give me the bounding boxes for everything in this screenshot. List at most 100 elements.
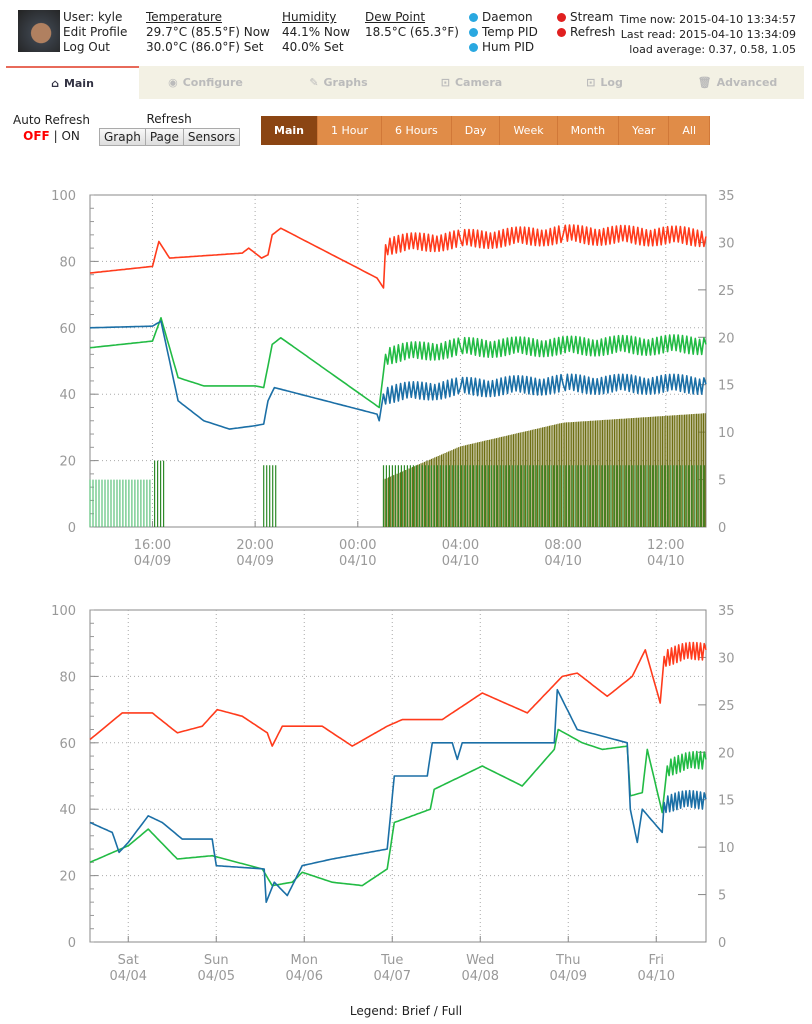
refresh-page-button[interactable]: Page [144, 128, 184, 146]
x-tick-label: 04:00 [442, 538, 479, 553]
y-tick-label-right: 20 [718, 746, 735, 761]
humidity-set: 40.0% Set [282, 40, 344, 54]
y-tick-label-left: 80 [59, 255, 76, 270]
x-tick-label: Fri [649, 953, 665, 968]
tab-log[interactable]: ⊡ Log [586, 76, 623, 89]
x-tick-label-date: 04/10 [647, 554, 684, 569]
y-tick-label-right: 5 [718, 474, 726, 489]
y-tick-label-right: 10 [718, 426, 735, 441]
edit-profile-link[interactable]: Edit Profile [63, 25, 128, 39]
trash-icon: 🗑 [697, 76, 712, 89]
y-tick-label-left: 20 [59, 870, 76, 885]
auto-refresh-label: Auto Refresh [13, 113, 90, 127]
x-tick-label: Thu [555, 953, 580, 968]
auto-refresh-on[interactable]: ON [61, 129, 80, 143]
range-main[interactable]: Main [261, 116, 318, 145]
series-line [89, 641, 707, 747]
y-tick-label-left: 0 [68, 521, 76, 536]
inbox-icon: ⊡ [440, 76, 450, 89]
dew-point-title[interactable]: Dew Point [365, 10, 426, 24]
range-month[interactable]: Month [557, 116, 620, 145]
auto-refresh: Auto Refresh OFF | ON [13, 113, 90, 143]
tab-configure[interactable]: ◉ Configure [168, 76, 243, 89]
y-tick-label-right: 25 [718, 284, 735, 299]
y-tick-label-right: 35 [718, 189, 735, 204]
x-tick-label: Sat [118, 953, 139, 968]
x-tick-label-date: 04/06 [286, 969, 323, 984]
time-panel: Time now: 2015-04-10 13:34:57 Last read:… [619, 12, 796, 57]
y-tick-label-left: 60 [59, 737, 76, 752]
range-all[interactable]: All [669, 116, 711, 145]
y-tick-label-right: 20 [718, 331, 735, 346]
range-week[interactable]: Week [500, 116, 558, 145]
range-day[interactable]: Day [451, 116, 501, 145]
load-average: load average: 0.37, 0.58, 1.05 [629, 43, 796, 56]
range-selector: Main 1 Hour 6 Hours Day Week Month Year … [261, 116, 711, 145]
x-tick-label: Wed [466, 953, 494, 968]
refresh-label: Refresh [146, 112, 192, 126]
status-dot-icon [469, 28, 478, 37]
y-tick-label-left: 0 [68, 936, 76, 951]
x-tick-label-date: 04/10 [339, 554, 376, 569]
time-now: Time now: 2015-04-10 13:34:57 [619, 13, 796, 26]
y-tick-label-right: 30 [718, 236, 735, 251]
x-tick-label-date: 04/09 [236, 554, 273, 569]
duty-bars [154, 460, 165, 527]
day-chart: 0204060801000510152025303516:0004/0920:0… [51, 189, 735, 569]
tab-advanced[interactable]: 🗑 Advanced [697, 76, 778, 89]
range-1-hour[interactable]: 1 Hour [317, 116, 382, 145]
status-dot-icon [557, 13, 566, 22]
refresh-controls: Refresh Graph Page Sensors [99, 112, 241, 146]
refresh-sensors-button[interactable]: Sensors [182, 128, 241, 146]
humidity-now: 44.1% Now [282, 25, 351, 39]
dew-point-value: 18.5°C (65.3°F) [365, 25, 459, 39]
avatar[interactable] [18, 10, 60, 52]
y-tick-label-left: 40 [59, 803, 76, 818]
series-line [89, 728, 707, 887]
status-stream-item: Stream [557, 10, 615, 25]
temperature-now: 29.7°C (85.5°F) Now [146, 25, 270, 39]
auto-refresh-off[interactable]: OFF [23, 129, 50, 143]
plot-frame [89, 609, 707, 943]
last-read: Last read: 2015-04-10 13:34:09 [620, 28, 796, 41]
status-stream: Stream Refresh [557, 10, 615, 40]
series-line [89, 320, 707, 430]
main-nav: ⌂ Main ◉ Configure ✎ Graphs ⊡ Camera ⊡ Log 🗑 A… [6, 66, 804, 99]
temperature-panel: Temperature 29.7°C (85.5°F) Now 30.0°C (… [146, 10, 270, 55]
duty-bars [89, 479, 151, 527]
legend-full-link[interactable]: Full [441, 1004, 463, 1018]
legend-brief-link[interactable]: Brief [401, 1004, 430, 1018]
y-tick-label-right: 0 [718, 936, 726, 951]
y-tick-label-left: 100 [51, 604, 76, 619]
series-line [89, 688, 707, 903]
tab-camera[interactable]: ⊡ Camera [440, 76, 503, 89]
x-tick-label-date: 04/09 [550, 969, 587, 984]
x-tick-label-date: 04/05 [198, 969, 235, 984]
temperature-title[interactable]: Temperature [146, 10, 223, 24]
x-tick-label: 12:00 [647, 538, 684, 553]
status-dot-icon [469, 43, 478, 52]
range-6-hours[interactable]: 6 Hours [381, 116, 452, 145]
y-tick-label-right: 5 [718, 889, 726, 904]
dew-point-panel: Dew Point 18.5°C (65.3°F) [365, 10, 459, 40]
tab-graphs[interactable]: ✎ Graphs [309, 76, 368, 89]
tab-main[interactable]: ⌂ Main [6, 66, 139, 99]
status-refresh-item: Refresh [557, 25, 615, 40]
x-tick-label: 20:00 [236, 538, 273, 553]
y-tick-label-right: 10 [718, 841, 735, 856]
series-line [89, 224, 707, 289]
x-tick-label: 08:00 [544, 538, 581, 553]
humidity-title[interactable]: Humidity [282, 10, 337, 24]
x-tick-label: 16:00 [134, 538, 171, 553]
range-year[interactable]: Year [619, 116, 670, 145]
status-daemon: Daemon [469, 10, 538, 25]
user-label: User: kyle [63, 10, 123, 24]
y-tick-label-right: 35 [718, 604, 735, 619]
refresh-graph-button[interactable]: Graph [99, 128, 146, 146]
x-tick-label-date: 04/07 [374, 969, 411, 984]
toggle-icon: ◉ [168, 76, 178, 89]
y-tick-label-right: 0 [718, 521, 726, 536]
log-out-link[interactable]: Log Out [63, 40, 111, 54]
y-tick-label-left: 60 [59, 322, 76, 337]
temperature-set: 30.0°C (86.0°F) Set [146, 40, 264, 54]
